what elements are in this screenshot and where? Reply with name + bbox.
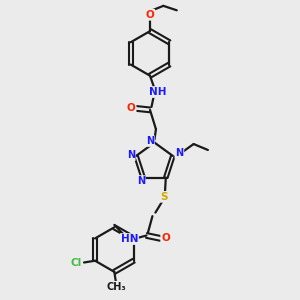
Text: O: O [161, 233, 170, 243]
Text: HN: HN [121, 234, 138, 244]
Text: Cl: Cl [71, 258, 82, 268]
Text: N: N [146, 136, 154, 146]
Text: O: O [127, 103, 136, 113]
Text: N: N [137, 176, 145, 186]
Text: N: N [127, 150, 135, 160]
Text: CH₃: CH₃ [106, 282, 126, 292]
Text: N: N [175, 148, 183, 158]
Text: NH: NH [149, 87, 166, 97]
Text: S: S [160, 192, 168, 202]
Text: O: O [146, 10, 154, 20]
